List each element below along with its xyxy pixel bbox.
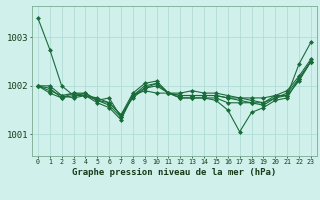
X-axis label: Graphe pression niveau de la mer (hPa): Graphe pression niveau de la mer (hPa) <box>72 168 276 177</box>
